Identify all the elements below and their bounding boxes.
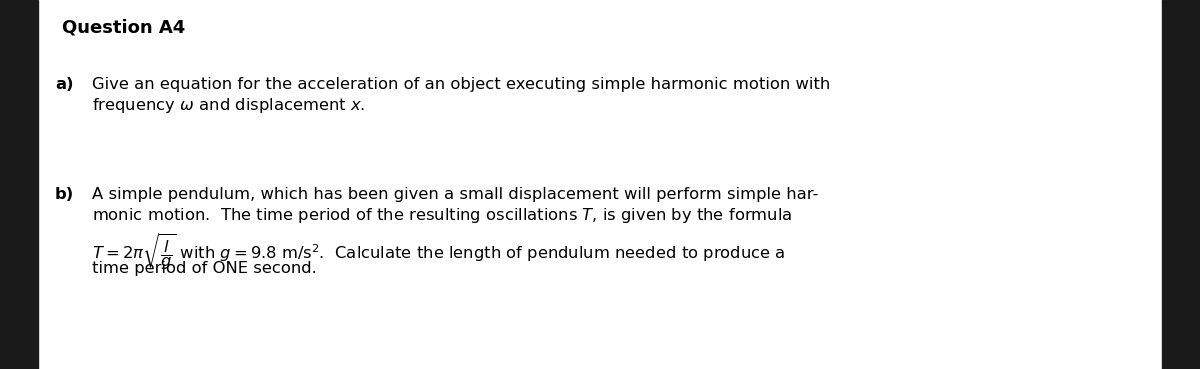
Text: monic motion.  The time period of the resulting oscillations $T$, is given by th: monic motion. The time period of the res… [92,207,792,225]
Text: frequency $\omega$ and displacement $x$.: frequency $\omega$ and displacement $x$. [92,97,365,115]
Text: time period of ONE second.: time period of ONE second. [92,261,317,276]
Text: A simple pendulum, which has been given a small displacement will perform simple: A simple pendulum, which has been given … [92,187,818,202]
Text: b): b) [55,187,74,202]
Bar [1162,0,1200,369]
Text: Give an equation for the acceleration of an object executing simple harmonic mot: Give an equation for the acceleration of… [92,77,830,92]
Bar [0,0,38,369]
Text: a): a) [55,77,73,92]
Text: Question A4: Question A4 [62,19,185,37]
Text: $T = 2\pi\sqrt{\dfrac{l}{g}}$ with $g = 9.8$ m/s$^2$.  Calculate the length of p: $T = 2\pi\sqrt{\dfrac{l}{g}}$ with $g = … [92,232,786,272]
